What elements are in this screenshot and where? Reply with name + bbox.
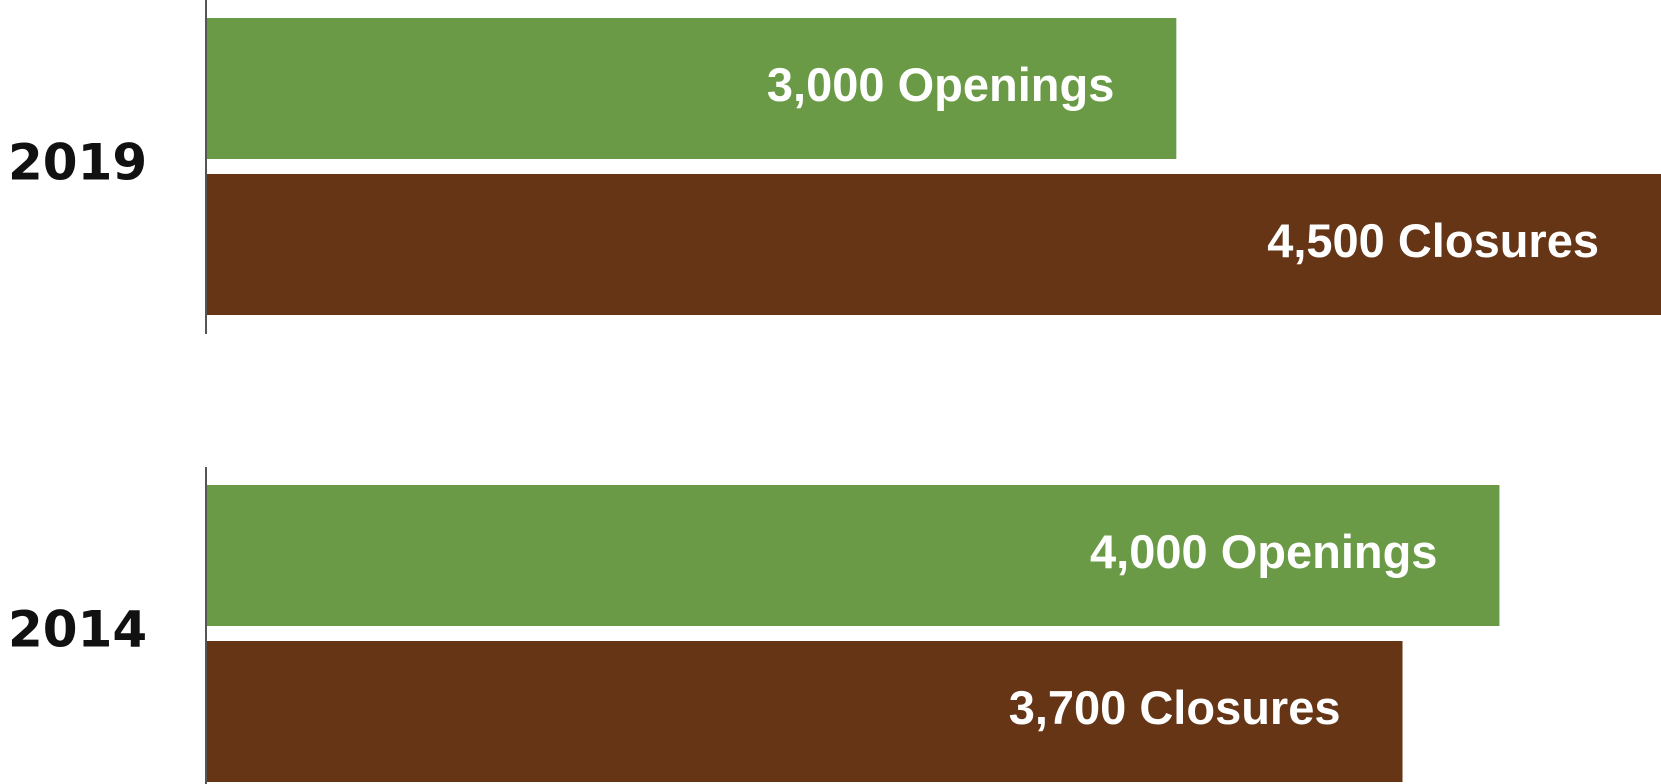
data-label: 3,000 Openings	[767, 58, 1114, 111]
data-label: 4,000 Openings	[1090, 525, 1437, 578]
bar	[207, 18, 1177, 159]
category-label: 2014	[8, 601, 147, 659]
bar	[207, 641, 1403, 782]
data-label: 4,500 Closures	[1267, 214, 1599, 267]
bar	[207, 174, 1661, 315]
bar	[207, 485, 1500, 626]
category-label: 2019	[8, 134, 147, 192]
data-label: 3,700 Closures	[1009, 681, 1341, 734]
